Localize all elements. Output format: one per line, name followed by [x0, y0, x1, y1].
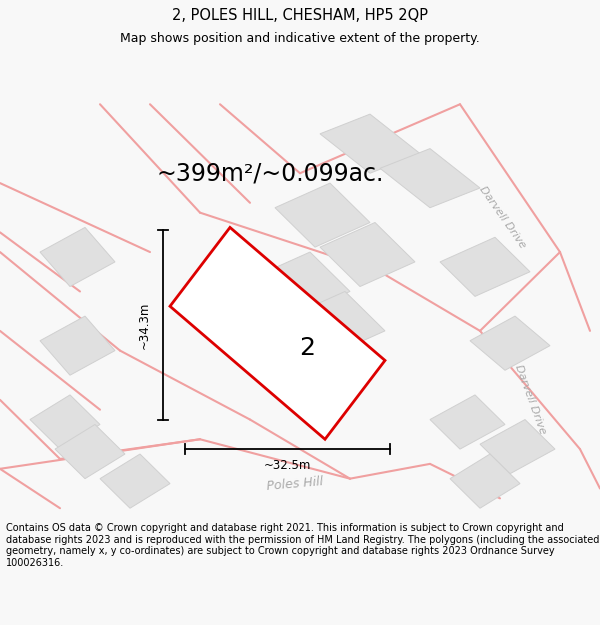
Text: Contains OS data © Crown copyright and database right 2021. This information is : Contains OS data © Crown copyright and d… — [6, 523, 599, 568]
Text: ~32.5m: ~32.5m — [264, 459, 311, 472]
Polygon shape — [320, 114, 420, 173]
Polygon shape — [380, 149, 480, 208]
Polygon shape — [40, 228, 115, 286]
Polygon shape — [320, 222, 415, 286]
Text: 2, POLES HILL, CHESHAM, HP5 2QP: 2, POLES HILL, CHESHAM, HP5 2QP — [172, 8, 428, 23]
Polygon shape — [290, 291, 385, 356]
Text: ~399m²/~0.099ac.: ~399m²/~0.099ac. — [157, 161, 383, 185]
Polygon shape — [30, 395, 100, 449]
Polygon shape — [255, 252, 350, 316]
Text: 2: 2 — [299, 336, 316, 360]
Polygon shape — [440, 238, 530, 296]
Polygon shape — [470, 316, 550, 370]
Text: Poles Hill: Poles Hill — [266, 474, 324, 492]
Polygon shape — [55, 424, 125, 479]
Polygon shape — [480, 419, 555, 474]
Polygon shape — [170, 228, 385, 439]
Polygon shape — [450, 454, 520, 508]
Text: Darvell Drive: Darvell Drive — [477, 185, 527, 251]
Text: Map shows position and indicative extent of the property.: Map shows position and indicative extent… — [120, 32, 480, 45]
Polygon shape — [40, 316, 115, 375]
Polygon shape — [100, 454, 170, 508]
Polygon shape — [430, 395, 505, 449]
Polygon shape — [275, 183, 370, 247]
Text: Darvell Drive: Darvell Drive — [513, 364, 547, 436]
Text: ~34.3m: ~34.3m — [138, 301, 151, 349]
